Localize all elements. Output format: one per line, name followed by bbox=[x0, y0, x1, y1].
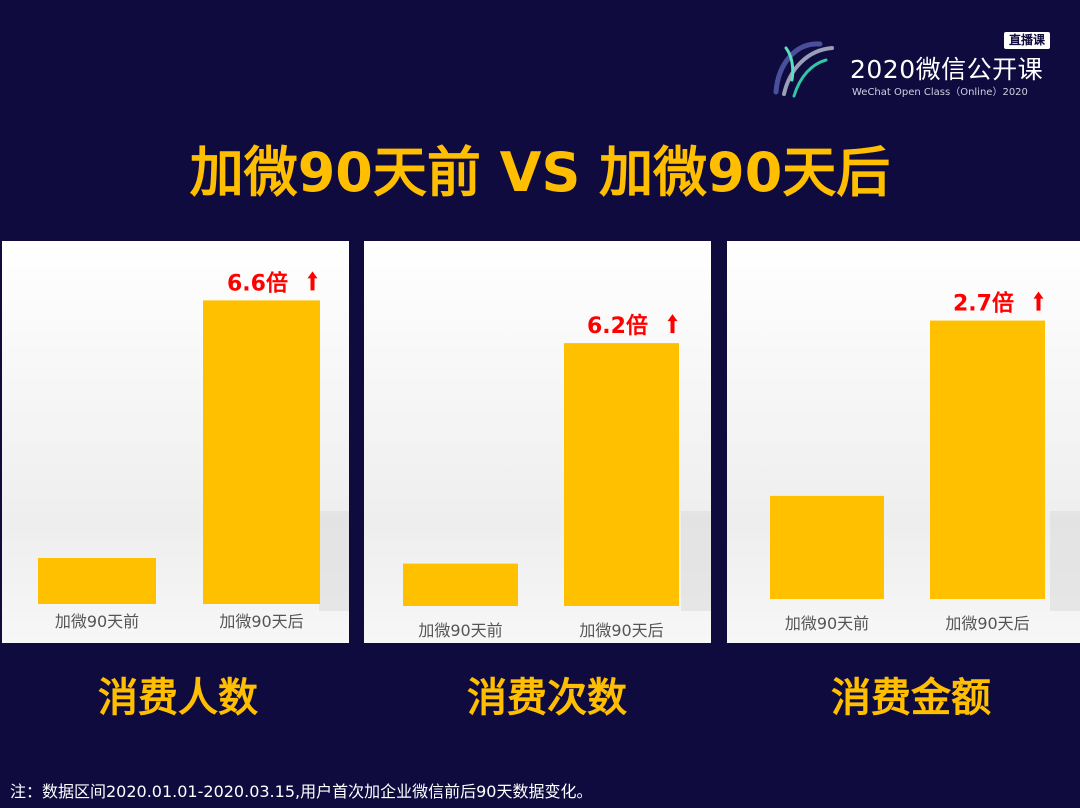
x-tick-label: 加微90天前 bbox=[55, 612, 139, 631]
bar-2 bbox=[564, 343, 679, 606]
chart-spending-amount: 加微90天前 加微90天后 2.7倍 bbox=[770, 291, 1080, 633]
x-tick-label: 加微90天后 bbox=[945, 614, 1029, 633]
bar-2 bbox=[203, 300, 320, 604]
logo-swirl-icon bbox=[773, 41, 834, 98]
chart-panel-consumer-count: 加微90天前 加微90天后 6.6倍 bbox=[2, 241, 349, 643]
bar-1 bbox=[38, 558, 156, 604]
caption-spending-amount: 消费金额 bbox=[831, 675, 991, 721]
chart-panel-purchase-frequency: 加微90天前 加微90天后 6.2倍 bbox=[364, 241, 711, 643]
chart-consumer-count: 加微90天前 加微90天后 6.6倍 bbox=[38, 270, 349, 631]
up-arrow-icon bbox=[1033, 291, 1044, 311]
chart-panel-spending-amount: 加微90天前 加微90天后 2.7倍 bbox=[727, 241, 1080, 643]
growth-label: 6.2倍 bbox=[587, 313, 648, 339]
caption-purchase-frequency: 消费次数 bbox=[467, 675, 627, 721]
page-headline: 加微90天前 VS 加微90天后 bbox=[189, 141, 891, 204]
up-arrow-icon bbox=[307, 271, 318, 291]
logo-subtitle: WeChat Open Class（Online）2020 bbox=[852, 87, 1028, 98]
growth-annotation: 2.7倍 bbox=[953, 291, 1044, 317]
growth-annotation: 6.6倍 bbox=[227, 270, 318, 296]
panel-shadow bbox=[681, 511, 711, 611]
x-tick-label: 加微90天后 bbox=[219, 612, 303, 631]
growth-label: 2.7倍 bbox=[953, 291, 1014, 317]
bar-2 bbox=[930, 320, 1045, 599]
bar-1 bbox=[403, 563, 518, 606]
x-tick-label: 加微90天后 bbox=[579, 621, 663, 640]
panel-shadow bbox=[1050, 511, 1080, 611]
x-tick-label: 加微90天前 bbox=[418, 621, 502, 640]
growth-label: 6.6倍 bbox=[227, 270, 288, 296]
caption-consumer-count: 消费人数 bbox=[98, 675, 258, 721]
logo-title: 2020微信公开课 bbox=[850, 55, 1044, 84]
footnote: 注：数据区间2020.01.01-2020.03.15,用户首次加企业微信前后9… bbox=[10, 782, 593, 801]
panel-shadow bbox=[319, 511, 349, 611]
live-course-badge: 直播课 bbox=[1004, 32, 1051, 49]
x-tick-label: 加微90天前 bbox=[785, 614, 869, 633]
growth-annotation: 6.2倍 bbox=[587, 313, 678, 339]
up-arrow-icon bbox=[667, 314, 678, 334]
chart-purchase-frequency: 加微90天前 加微90天后 6.2倍 bbox=[403, 313, 711, 640]
bar-1 bbox=[770, 495, 884, 599]
wechat-open-class-logo: 直播课 2020微信公开课 WeChat Open Class（Online）2… bbox=[768, 32, 1068, 102]
